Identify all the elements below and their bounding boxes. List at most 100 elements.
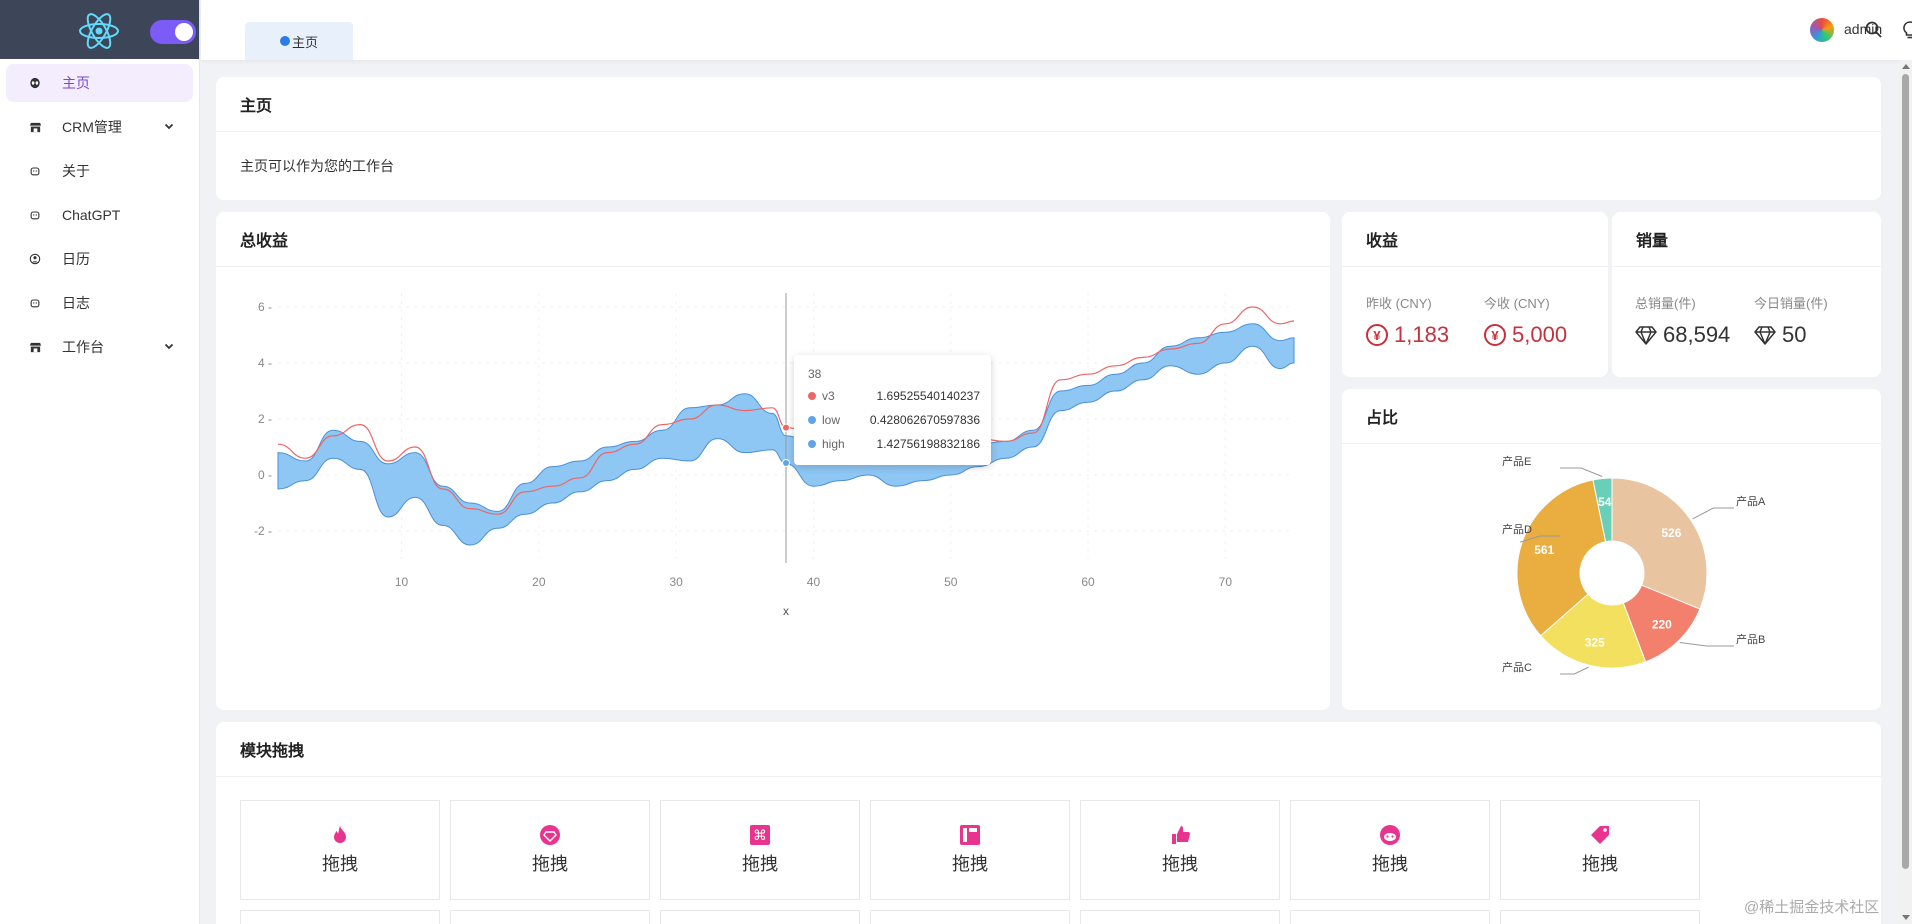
alien-icon: [28, 76, 42, 90]
pie-value-label: 561: [1534, 543, 1554, 557]
store-icon: [28, 120, 42, 134]
user-name[interactable]: admin: [1844, 21, 1883, 37]
y-tick-label: -2 -: [254, 524, 272, 538]
pie-slice: [1516, 479, 1607, 637]
yen-icon: ¥: [1366, 324, 1388, 346]
drag-module[interactable]: [1290, 910, 1490, 924]
drag-module[interactable]: 拖拽: [1080, 800, 1280, 900]
income-card: 收益 昨收 (CNY) ¥1,183 今收 (CNY) ¥5,000: [1342, 212, 1608, 377]
drag-module[interactable]: [1080, 910, 1280, 924]
scrollbar-thumb[interactable]: [1902, 74, 1909, 869]
sales-card: 销量 总销量(件) 68,594 今日销量(件) 50: [1612, 212, 1881, 377]
drag-module[interactable]: [660, 910, 860, 924]
pie-slice: [1611, 477, 1708, 610]
drag-module[interactable]: [870, 910, 1070, 924]
drag-module-label: 拖拽: [1582, 854, 1618, 874]
drag-module-label: 拖拽: [952, 854, 988, 874]
total-sales: 68,594: [1635, 322, 1730, 348]
tooltip-series-value: 1.69525540140237: [876, 389, 980, 403]
x-tick-label: 10: [395, 575, 409, 589]
tooltip-series-name: high: [822, 437, 845, 451]
drag-module[interactable]: 拖拽: [870, 800, 1070, 900]
pie-category-label: 产品A: [1736, 494, 1766, 508]
pie-leader-line: [1692, 507, 1734, 520]
sidebar-item-4[interactable]: 日历: [6, 240, 193, 278]
tooltip-series-name: v3: [822, 389, 835, 403]
pie-leader-line: [1560, 467, 1603, 477]
search-icon[interactable]: [1864, 20, 1884, 40]
drag-module-label: 拖拽: [532, 854, 568, 874]
chevron-down-icon[interactable]: [163, 120, 175, 132]
pie-category-label: 产品D: [1502, 522, 1532, 536]
pie-leader-line: [1560, 666, 1589, 675]
sidebar-item-label: CRM管理: [62, 119, 122, 135]
sales-card-title: 销量: [1612, 212, 1881, 267]
lightbulb-icon[interactable]: [1900, 20, 1912, 40]
sidebar-menu: 主页 CRM管理关于 ChatGPT 日历日志工作台: [0, 59, 199, 366]
drag-module-label: 拖拽: [1162, 854, 1198, 874]
chart-tooltip: 38 v3 1.69525540140237 low 0.42806267059783…: [794, 355, 991, 465]
today-income-label: 今收 (CNY): [1484, 296, 1550, 311]
yesterday-income-value: 1,183: [1394, 322, 1450, 347]
sidebar-item-2[interactable]: 关于: [6, 152, 193, 190]
yesterday-income: ¥1,183: [1366, 322, 1449, 348]
revenue-chart-title: 总收益: [216, 212, 1330, 267]
revenue-area-chart[interactable]: -2 - 0 - 2 - 4 - 6 - 10 20 30 40 50 60 70 x: [216, 267, 1330, 707]
yesterday-income-label: 昨收 (CNY): [1366, 296, 1432, 311]
home-card-title: 主页: [216, 77, 1881, 132]
sidebar-item-3[interactable]: ChatGPT: [6, 196, 193, 234]
tooltip-series-value: 1.42756198832186: [876, 437, 980, 451]
theme-toggle[interactable]: [150, 20, 196, 44]
sidebar-item-5[interactable]: 日志: [6, 284, 193, 322]
x-tick-label: 60: [1081, 575, 1095, 589]
drag-module[interactable]: [240, 910, 440, 924]
low-point: [782, 458, 790, 467]
drag-module[interactable]: 拖拽: [1500, 800, 1700, 900]
tab-home[interactable]: 主页: [245, 22, 353, 60]
sidebar-item-0[interactable]: 主页: [6, 64, 193, 102]
avatar[interactable]: [1810, 18, 1834, 42]
drag-module[interactable]: 拖拽: [240, 800, 440, 900]
sidebar-item-6[interactable]: 工作台: [6, 328, 193, 366]
svg-text:⌘: ⌘: [753, 827, 767, 843]
drag-module[interactable]: 拖拽: [1290, 800, 1490, 900]
pie-category-label: 产品C: [1502, 660, 1532, 674]
page-scrollbar[interactable]: [1899, 60, 1912, 924]
home-card: 主页 主页可以作为您的工作台: [216, 77, 1881, 200]
drag-module[interactable]: ⌘ 拖拽: [660, 800, 860, 900]
android-icon: [28, 164, 42, 178]
thumbs-up-icon: [1172, 826, 1190, 844]
y-tick-label: 6 -: [258, 300, 272, 314]
pie-slice: [1539, 593, 1647, 669]
today-sales-value: 50: [1782, 322, 1807, 347]
react-logo-icon[interactable]: [78, 11, 120, 51]
pie-value-label: 526: [1661, 526, 1681, 540]
yen-icon: ¥: [1484, 324, 1506, 346]
drag-module[interactable]: [1500, 910, 1700, 924]
sidebar: 主页 CRM管理关于 ChatGPT 日历日志工作台: [0, 0, 200, 924]
sidebar-item-label: ChatGPT: [62, 207, 121, 223]
y-tick-label: 2 -: [258, 412, 272, 426]
tooltip-series-name: low: [822, 413, 841, 427]
layout-icon: [960, 825, 980, 845]
chevron-down-icon[interactable]: [163, 340, 175, 352]
drag-module[interactable]: [450, 910, 650, 924]
x-tick-label: 50: [944, 575, 958, 589]
sidebar-item-label: 工作台: [62, 339, 104, 355]
scroll-down-icon[interactable]: [1902, 915, 1910, 920]
x-tick-label: 40: [807, 575, 821, 589]
income-card-title: 收益: [1342, 212, 1608, 267]
today-sales: 50: [1754, 322, 1806, 348]
scroll-up-icon[interactable]: [1902, 64, 1910, 69]
x-tick-label: 70: [1219, 575, 1233, 589]
android-icon: [28, 208, 42, 222]
sidebar-item-1[interactable]: CRM管理: [6, 108, 193, 146]
tooltip-row: low 0.428062670597836: [808, 413, 980, 427]
header: 主页 admin: [201, 0, 1912, 60]
logo-bar: [0, 0, 199, 59]
y-tick-label: 0 -: [258, 468, 272, 482]
pie-slice: [1592, 477, 1613, 543]
drag-module[interactable]: 拖拽: [450, 800, 650, 900]
ratio-card-title: 占比: [1342, 389, 1881, 444]
